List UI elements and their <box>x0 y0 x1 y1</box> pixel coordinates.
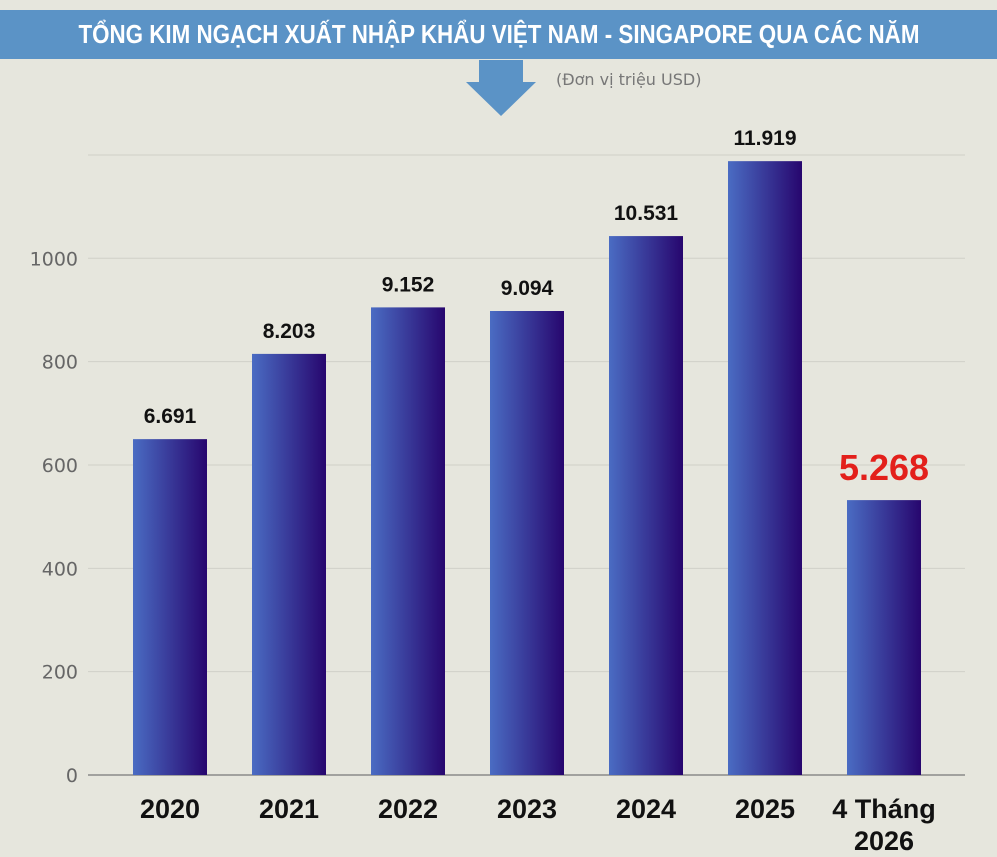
data-label: 8.203 <box>263 320 316 343</box>
bar <box>133 439 207 775</box>
data-label: 10.531 <box>614 202 679 225</box>
x-tick-label: 2023 <box>497 794 557 824</box>
unit-note: (Đơn vị triệu USD) <box>556 70 702 89</box>
bar <box>847 500 921 775</box>
x-tick-label: 2021 <box>259 794 319 824</box>
title-banner: TỔNG KIM NGẠCH XUẤT NHẬP KHẨU VIỆT NAM -… <box>0 10 997 59</box>
data-label: 11.919 <box>733 127 796 150</box>
x-tick-label: 2022 <box>378 794 438 824</box>
bar <box>371 307 445 775</box>
y-tick-label: 1000 <box>30 248 78 270</box>
x-tick-label: 4 Tháng 2026 <box>832 794 936 856</box>
data-label: 6.691 <box>144 405 197 428</box>
y-tick-label: 0 <box>66 765 78 787</box>
bar <box>609 236 683 775</box>
y-tick-label: 400 <box>42 558 78 580</box>
y-tick-label: 200 <box>42 662 78 684</box>
y-tick-label: 600 <box>42 455 78 477</box>
down-arrow-icon <box>466 60 536 116</box>
data-label: 9.094 <box>501 277 554 300</box>
x-tick-label: 2024 <box>616 794 676 824</box>
bar <box>728 161 802 775</box>
bar <box>252 353 326 775</box>
chart-title: TỔNG KIM NGẠCH XUẤT NHẬP KHẨU VIỆT NAM -… <box>78 19 919 49</box>
y-tick-label: 800 <box>42 352 78 374</box>
x-tick-label: 2020 <box>140 794 200 824</box>
data-label: 9.152 <box>382 273 435 296</box>
data-label: 5.268 <box>839 447 929 488</box>
bar <box>490 311 564 775</box>
x-tick-label: 2025 <box>735 794 795 824</box>
